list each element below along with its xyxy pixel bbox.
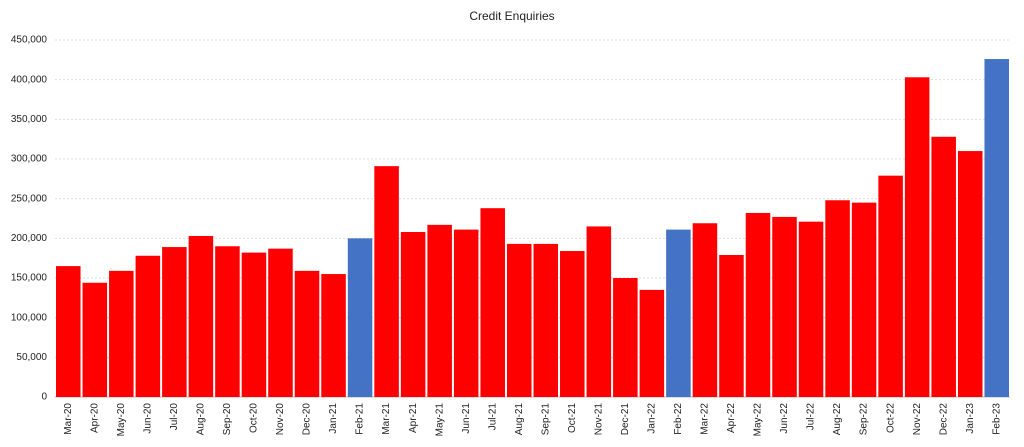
x-tick-label: Nov-22 bbox=[912, 403, 923, 436]
x-tick-label: Sep-20 bbox=[222, 403, 233, 436]
x-tick-label: Jan-22 bbox=[647, 403, 658, 434]
y-tick-label: 350,000 bbox=[11, 114, 48, 125]
x-tick-label: Mar-20 bbox=[63, 403, 74, 435]
bar bbox=[162, 247, 187, 397]
x-tick-label: Oct-22 bbox=[885, 403, 896, 433]
bar bbox=[904, 77, 930, 397]
x-tick-label: Feb-22 bbox=[673, 403, 684, 435]
bar bbox=[215, 246, 240, 397]
x-tick-label: Jun-22 bbox=[779, 403, 790, 434]
bar bbox=[82, 282, 108, 397]
bar bbox=[560, 251, 585, 397]
x-tick-label: Sep-21 bbox=[540, 403, 551, 436]
x-tick-label: Dec-20 bbox=[302, 403, 313, 436]
y-tick-label: 0 bbox=[41, 392, 47, 403]
bar bbox=[109, 270, 134, 397]
x-tick-label: Apr-21 bbox=[408, 403, 419, 433]
bar bbox=[427, 224, 452, 397]
bar bbox=[56, 266, 81, 397]
bar bbox=[798, 221, 824, 397]
bar bbox=[268, 248, 293, 397]
x-tick-label: Jan-23 bbox=[965, 403, 976, 434]
x-tick-label: Jul-20 bbox=[169, 403, 180, 431]
x-tick-label: Jun-20 bbox=[142, 403, 153, 434]
x-tick-label: May-21 bbox=[434, 403, 445, 437]
y-tick-label: 300,000 bbox=[11, 154, 48, 165]
x-tick-label: Aug-22 bbox=[832, 403, 843, 436]
bar bbox=[400, 231, 426, 397]
x-tick-label: Oct-20 bbox=[249, 403, 260, 433]
bar bbox=[772, 216, 797, 397]
bar bbox=[851, 202, 877, 397]
bar bbox=[613, 278, 638, 397]
bar bbox=[188, 235, 214, 397]
x-tick-label: Nov-21 bbox=[593, 403, 604, 436]
bar bbox=[984, 59, 1009, 397]
bar bbox=[878, 175, 903, 397]
y-tick-label: 400,000 bbox=[11, 74, 48, 85]
y-tick-label: 50,000 bbox=[16, 352, 47, 363]
y-tick-label: 250,000 bbox=[11, 193, 48, 204]
x-tick-label: Dec-22 bbox=[938, 403, 949, 436]
x-tick-label: Oct-21 bbox=[567, 403, 578, 433]
bar bbox=[374, 166, 399, 397]
x-tick-label: Feb-23 bbox=[991, 403, 1002, 435]
bar bbox=[666, 229, 691, 397]
y-tick-label: 100,000 bbox=[11, 312, 48, 323]
bar bbox=[533, 243, 559, 397]
bar bbox=[347, 238, 373, 397]
bar bbox=[586, 226, 612, 397]
bar bbox=[825, 200, 850, 397]
x-tick-label: May-22 bbox=[753, 403, 764, 437]
bar bbox=[506, 243, 532, 397]
x-tick-label: Jul-22 bbox=[806, 403, 817, 431]
bar bbox=[294, 270, 320, 397]
bar bbox=[931, 136, 956, 397]
x-tick-label: Nov-20 bbox=[275, 403, 286, 436]
x-tick-label: Aug-21 bbox=[514, 403, 525, 436]
x-tick-label: Jan-21 bbox=[328, 403, 339, 434]
bar bbox=[692, 223, 718, 397]
bar bbox=[321, 274, 346, 397]
bar bbox=[719, 254, 744, 397]
bar bbox=[480, 208, 505, 397]
chart-title: Credit Enquiries bbox=[469, 9, 554, 23]
y-tick-label: 450,000 bbox=[11, 35, 48, 46]
x-tick-label: Mar-21 bbox=[381, 403, 392, 435]
x-tick-label: Feb-21 bbox=[355, 403, 366, 435]
y-tick-label: 150,000 bbox=[11, 273, 48, 284]
x-tick-label: Aug-20 bbox=[196, 403, 207, 436]
bar bbox=[135, 255, 161, 397]
x-tick-label: Apr-20 bbox=[89, 403, 100, 433]
x-tick-label: Sep-22 bbox=[859, 403, 870, 436]
bar bbox=[639, 289, 665, 397]
x-tick-label: Jul-21 bbox=[487, 403, 498, 431]
y-tick-label: 200,000 bbox=[11, 233, 48, 244]
bar bbox=[745, 212, 771, 397]
bar bbox=[453, 229, 479, 397]
x-tick-label: May-20 bbox=[116, 403, 127, 437]
x-tick-label: Jun-21 bbox=[461, 403, 472, 434]
x-tick-label: Dec-21 bbox=[620, 403, 631, 436]
x-tick-label: Mar-22 bbox=[700, 403, 711, 435]
bar bbox=[241, 252, 267, 397]
bar bbox=[957, 151, 983, 397]
x-tick-label: Apr-22 bbox=[726, 403, 737, 433]
